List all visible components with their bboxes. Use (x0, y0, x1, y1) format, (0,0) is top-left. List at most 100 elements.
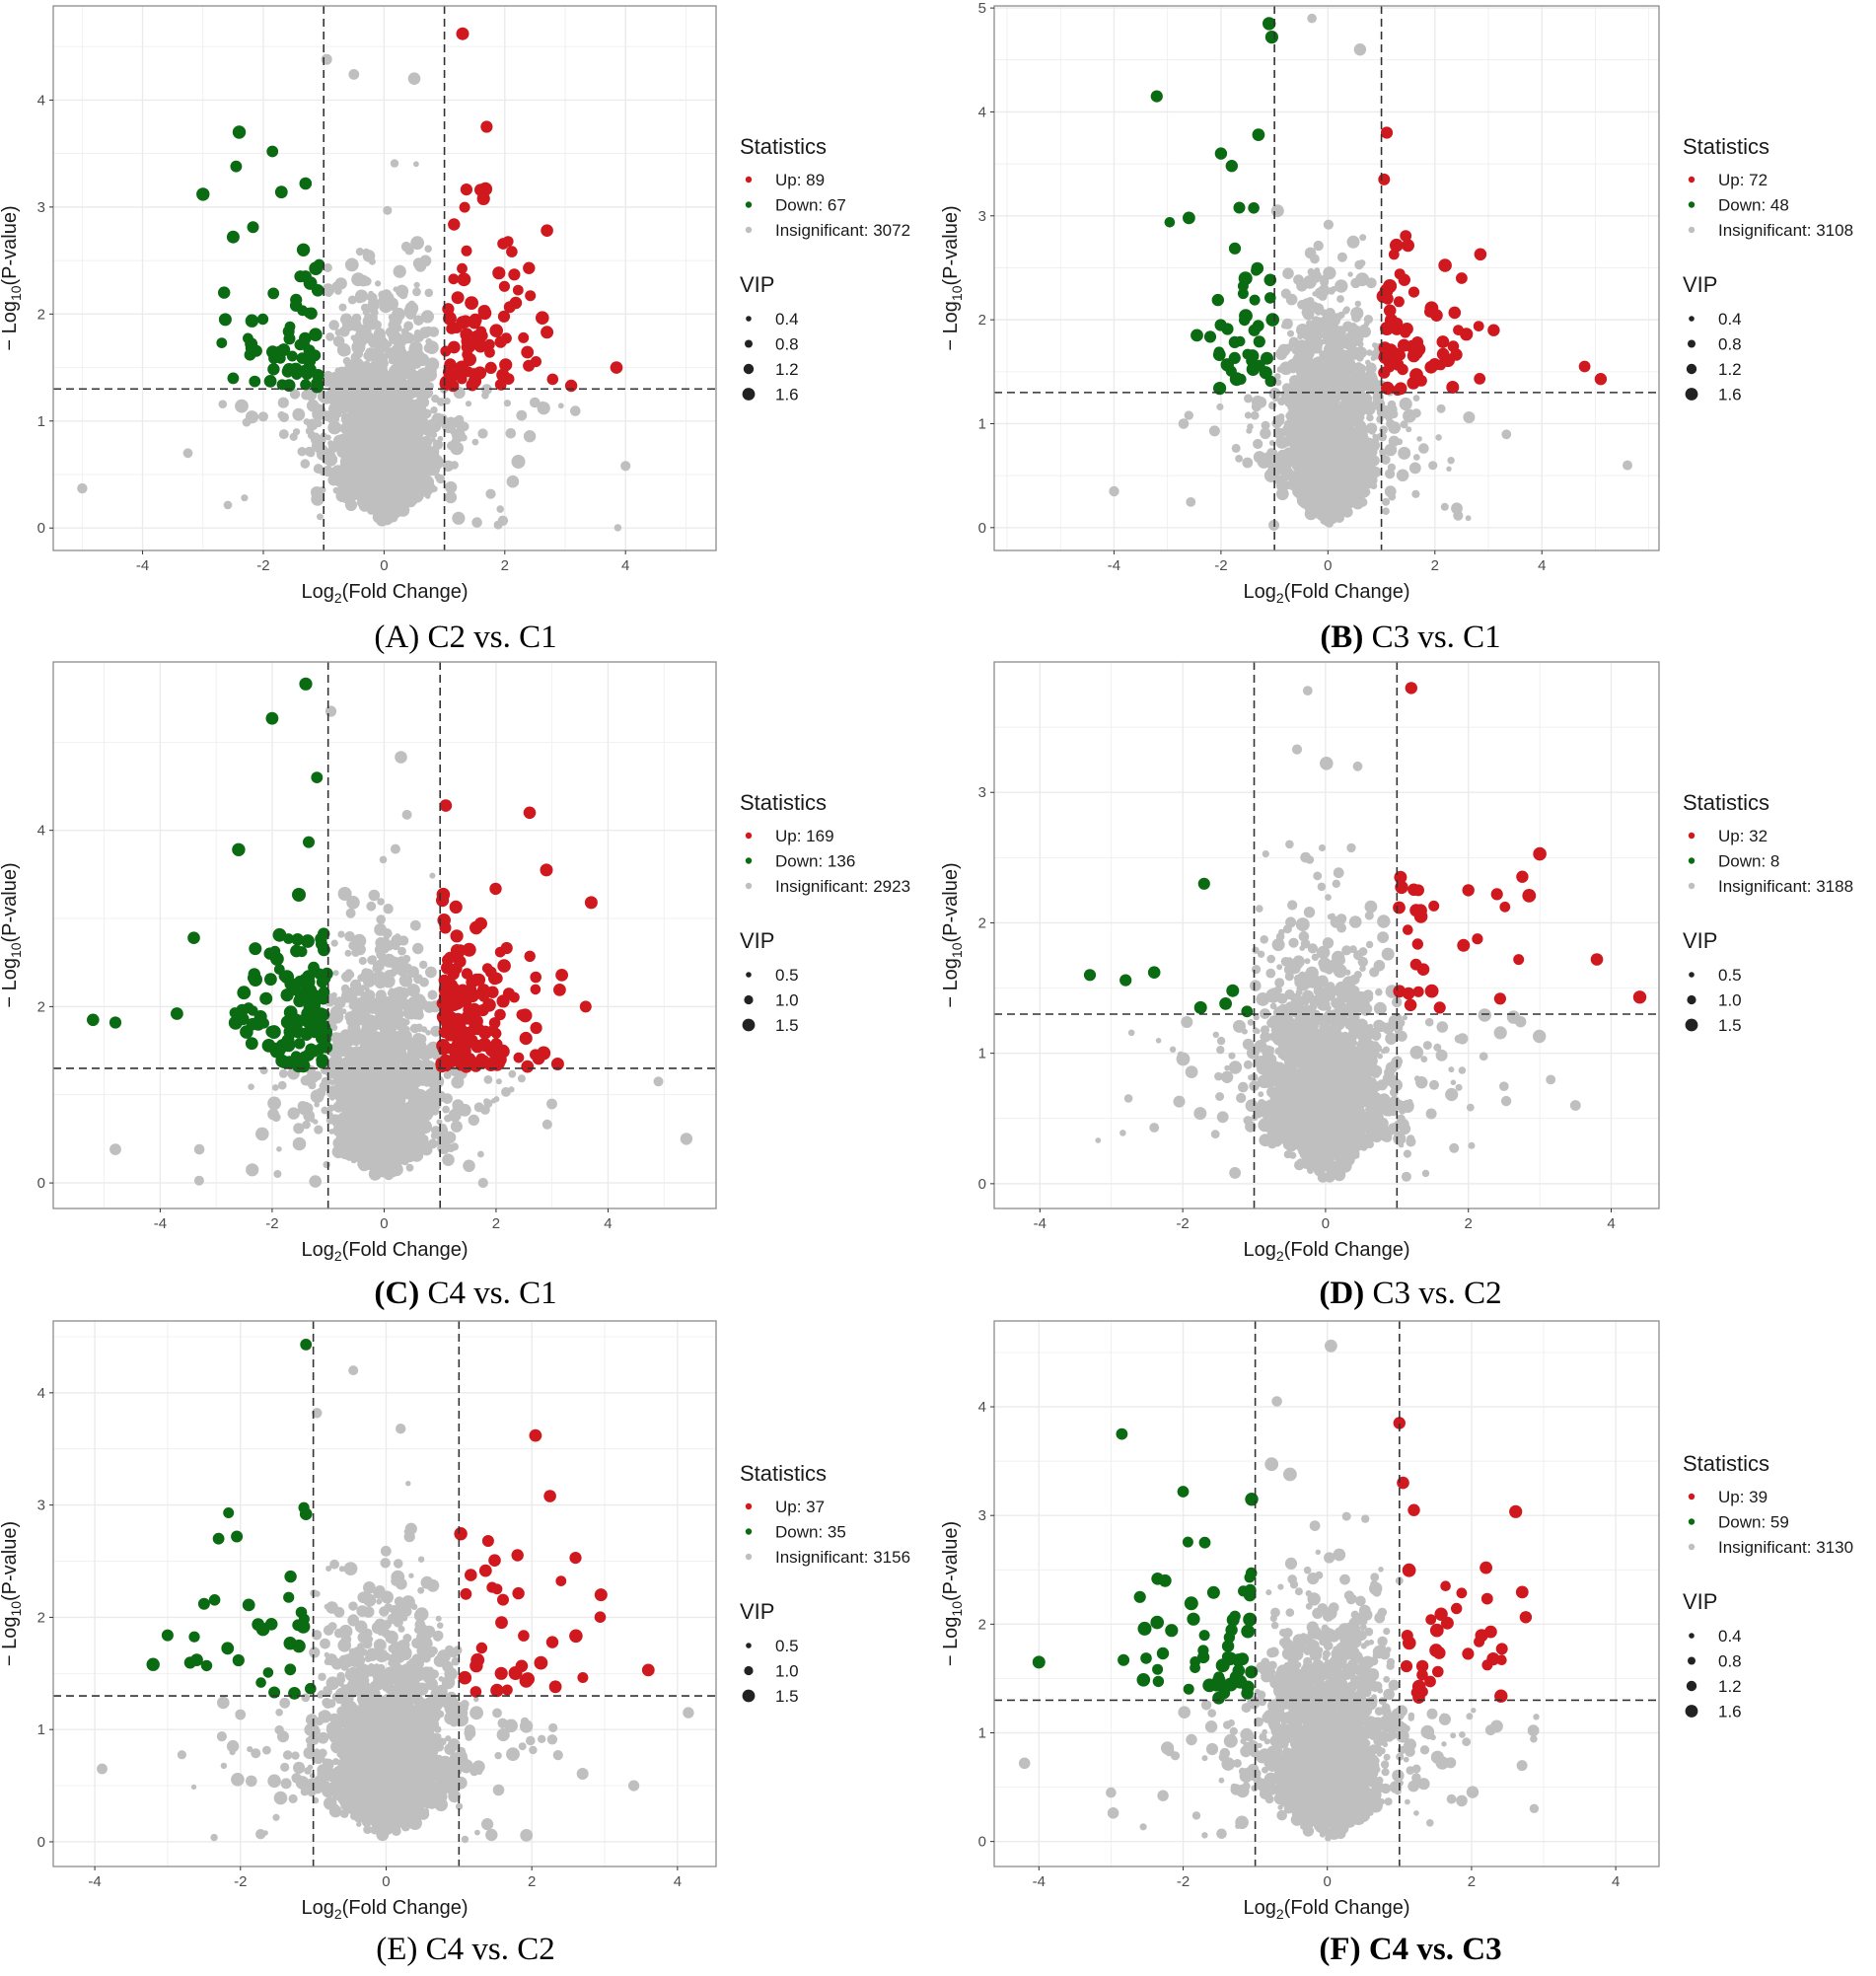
data-point-insignificant (1342, 489, 1354, 501)
data-point-down (1233, 201, 1246, 214)
data-point-insignificant (376, 915, 387, 924)
data-point-insignificant (1412, 395, 1420, 402)
data-point-insignificant (423, 342, 434, 353)
data-point-insignificant (395, 364, 401, 372)
data-point-insignificant (425, 369, 434, 378)
data-point-insignificant (1363, 315, 1373, 325)
data-point-insignificant (375, 280, 382, 287)
data-point-insignificant (1408, 462, 1421, 475)
data-point-insignificant (338, 1100, 349, 1111)
data-point-insignificant (1300, 326, 1314, 340)
y-axis-title: − Log10(P-value) (940, 205, 965, 350)
data-point-insignificant (417, 439, 424, 446)
data-point-up (444, 358, 457, 371)
x-tick-label: 4 (1538, 557, 1546, 574)
legend-vip-label: 1.6 (775, 386, 799, 404)
data-point-insignificant (1285, 319, 1293, 326)
data-point-insignificant (235, 399, 249, 413)
data-point-insignificant (1301, 475, 1312, 485)
data-point-insignificant (287, 1107, 300, 1120)
data-point-insignificant (1350, 307, 1364, 321)
data-point-down (274, 352, 286, 364)
data-point-insignificant (278, 1068, 288, 1078)
data-point-insignificant (376, 959, 386, 968)
data-point-insignificant (321, 53, 332, 65)
data-point-insignificant (293, 428, 301, 436)
data-point-insignificant (1386, 471, 1393, 477)
data-point-insignificant (427, 1050, 435, 1058)
data-point-insignificant (352, 361, 361, 371)
data-point-insignificant (394, 999, 404, 1010)
data-point-insignificant (443, 398, 451, 405)
data-point-up (521, 345, 535, 359)
data-point-insignificant (403, 963, 412, 972)
data-point-up (1438, 258, 1452, 272)
data-point-insignificant (1365, 359, 1371, 366)
data-point-insignificant (360, 968, 375, 983)
data-point-insignificant (368, 351, 378, 362)
x-axis-title-subscript: 2 (334, 590, 342, 606)
data-point-insignificant (443, 1070, 452, 1079)
data-point-insignificant (403, 321, 413, 331)
data-point-insignificant (376, 393, 383, 399)
data-point-insignificant (496, 505, 505, 513)
data-point-insignificant (1286, 470, 1297, 480)
legend-vip-size-marker (1688, 339, 1696, 348)
data-point-insignificant (382, 928, 393, 939)
data-point-insignificant (437, 435, 444, 442)
data-point-insignificant (326, 385, 341, 399)
data-point-insignificant (383, 1166, 392, 1175)
data-point-insignificant (292, 407, 306, 421)
data-point-insignificant (1346, 235, 1360, 249)
data-point-insignificant (442, 1093, 453, 1104)
data-point-insignificant (332, 335, 345, 347)
data-point-insignificant (1287, 458, 1296, 467)
x-tick-label: 2 (501, 557, 509, 574)
legend-title-statistics: Statistics (740, 134, 827, 159)
data-point-up (478, 305, 491, 317)
data-point-insignificant (1356, 393, 1371, 407)
data-point-insignificant (241, 494, 249, 502)
data-point-up (447, 340, 461, 354)
data-point-insignificant (1358, 497, 1368, 507)
x-axis-title-tail: (Fold Change) (342, 581, 469, 603)
data-point-down (286, 350, 298, 362)
data-point-insignificant (1463, 411, 1476, 423)
data-point-down (245, 337, 258, 351)
data-point-insignificant (1366, 413, 1374, 422)
data-point-insignificant (338, 436, 348, 446)
data-point-down (216, 337, 228, 348)
data-point-down (1214, 147, 1228, 160)
data-point-insignificant (546, 1098, 557, 1110)
data-point-insignificant (1296, 339, 1309, 353)
legend-label-up: Up: 72 (1718, 171, 1768, 189)
data-point-insignificant (397, 313, 404, 320)
data-point-insignificant (1290, 480, 1303, 493)
data-point-down (1253, 335, 1265, 348)
data-point-insignificant (403, 1074, 411, 1081)
data-point-insignificant (483, 1098, 490, 1105)
data-point-insignificant (411, 1141, 418, 1148)
data-point-insignificant (428, 327, 440, 337)
y-tick-label: 5 (978, 0, 986, 17)
data-point-up (525, 290, 537, 302)
data-point-up (1378, 173, 1391, 185)
data-point-down (1249, 294, 1261, 306)
data-point-insignificant (1345, 471, 1352, 478)
data-point-insignificant (332, 371, 346, 386)
data-point-insignificant (1298, 419, 1307, 428)
data-point-insignificant (377, 333, 387, 342)
data-point-insignificant (364, 393, 376, 403)
data-point-up (1378, 350, 1393, 364)
data-point-insignificant (570, 405, 581, 416)
data-point-insignificant (368, 303, 379, 314)
y-axis-title: − Log10(P-value) (0, 205, 24, 350)
data-point-insignificant (373, 1153, 382, 1162)
data-point-down (1252, 128, 1265, 142)
data-point-insignificant (1436, 403, 1446, 413)
data-point-insignificant (328, 1129, 335, 1134)
data-point-insignificant (300, 459, 311, 469)
data-point-insignificant (444, 491, 458, 504)
data-point-insignificant (1352, 416, 1363, 428)
